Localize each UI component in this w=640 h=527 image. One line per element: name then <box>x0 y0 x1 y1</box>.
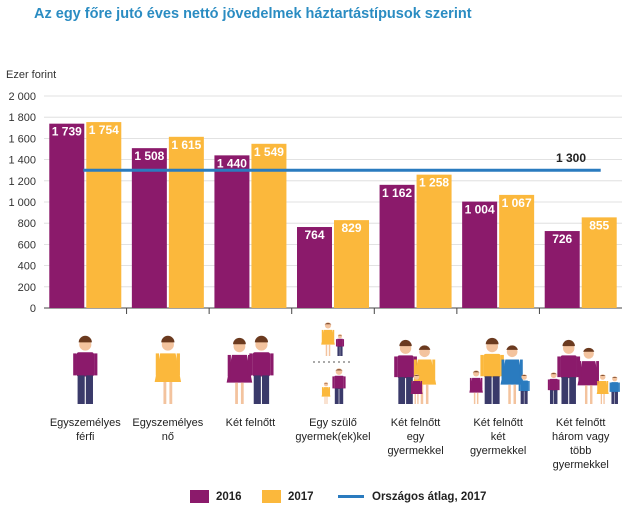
category-label-line: Egyszemélyes <box>132 417 204 429</box>
bar-2017 <box>416 174 452 308</box>
y-tick-label: 1 200 <box>8 176 36 188</box>
bar-2016 <box>49 123 85 308</box>
y-tick-label: 2 000 <box>8 91 36 103</box>
bar-2016 <box>379 184 415 308</box>
category-label: Két felnőtt három vagy több gyermekkel <box>543 416 619 472</box>
bar-2016 <box>297 227 332 308</box>
bar-chart: 0 200 400 600 800 1 000 1 200 1 400 1 600 1 800 2 … <box>8 91 622 404</box>
family-one-child-icon <box>394 339 437 404</box>
bar-2016 <box>544 231 580 308</box>
bar-2017 <box>581 217 617 308</box>
data-label-2016: 764 <box>304 228 324 242</box>
category-label-line: két <box>490 431 506 443</box>
legend-swatch-2017 <box>262 490 281 503</box>
category-label-line: Két felnőtt <box>473 417 523 429</box>
bar-2016 <box>462 201 498 308</box>
y-tick-label: 1 600 <box>8 133 36 145</box>
woman-icon <box>154 335 182 404</box>
category-label-line: több <box>569 445 592 457</box>
chart-title: Az egy főre jutó éves nettó jövedelmek h… <box>34 6 472 22</box>
category-label-line: nő <box>161 431 174 443</box>
category-label-line: férfi <box>76 431 95 443</box>
data-label-2017: 1 258 <box>419 176 449 190</box>
data-label-2016: 1 440 <box>217 156 247 170</box>
y-tick-label: 1 000 <box>8 197 36 209</box>
category-label: Egyszemélyes férfi <box>47 416 123 444</box>
legend-label-2017: 2017 <box>288 491 314 503</box>
data-label-2017: 829 <box>341 221 361 235</box>
category-label: Két felnőtt egy gyermekkel <box>378 416 454 458</box>
y-tick-label: 1 800 <box>8 112 36 124</box>
data-label-2017: 1 067 <box>502 196 532 210</box>
category-label-line: gyermek(ek)kel <box>295 431 371 443</box>
y-tick-label: 1 400 <box>8 155 36 167</box>
y-tick-label: 200 <box>18 282 36 294</box>
category-label-line: Két felnőtt <box>225 417 276 429</box>
data-label-2016: 1 162 <box>382 186 412 200</box>
family-two-children-icon <box>469 337 530 404</box>
bar-2016 <box>214 155 250 308</box>
bar-2016 <box>131 148 167 308</box>
data-label-2016: 1 739 <box>52 125 82 139</box>
data-label-2017: 1 549 <box>254 145 284 159</box>
legend-label-2016: 2016 <box>216 491 242 503</box>
category-label-line: Egy szülő <box>309 417 357 429</box>
data-label-2017: 1 754 <box>89 123 119 137</box>
legend-label-average: Országos átlag, 2017 <box>372 491 487 503</box>
bar-2017 <box>334 220 369 308</box>
couple-icon <box>226 335 274 404</box>
data-label-2017: 855 <box>589 218 609 232</box>
family-three-children-icon <box>547 339 620 404</box>
y-axis-label: Ezer forint <box>6 69 57 81</box>
category-label-line: Két felnőtt <box>390 417 441 429</box>
category-label-line: Két felnőtt <box>555 417 606 429</box>
category-label: Két felnőtt <box>212 416 288 430</box>
category-label: Két felnőtt két gyermekkel <box>460 416 536 458</box>
category-label: Egyszemélyes nő <box>130 416 206 444</box>
legend-swatch-average <box>338 495 364 498</box>
category-label-line: gyermekkel <box>470 445 527 457</box>
legend-swatch-2016 <box>190 490 209 503</box>
category-label-line: gyermekkel <box>552 459 609 471</box>
category-label-line: Egyszemélyes <box>49 417 121 429</box>
y-tick-label: 400 <box>18 261 36 273</box>
category-label-line: gyermekkel <box>387 445 444 457</box>
data-label-2016: 1 004 <box>465 203 495 217</box>
bar-2017 <box>499 194 535 308</box>
category-label-line: egy <box>406 431 425 443</box>
category-label-line: három vagy <box>551 431 610 443</box>
data-label-2016: 726 <box>552 232 572 246</box>
y-tick-label: 800 <box>18 218 36 230</box>
category-label: Egy szülő gyermek(ek)kel <box>295 416 371 444</box>
data-label-2016: 1 508 <box>134 149 164 163</box>
data-label-2017: 1 615 <box>171 138 201 152</box>
average-value-label: 1 300 <box>556 151 586 165</box>
man-icon <box>73 335 98 404</box>
y-tick-label: 0 <box>30 303 36 315</box>
bar-2017 <box>251 143 287 308</box>
y-tick-label: 600 <box>18 239 36 251</box>
bar-2017 <box>168 136 204 308</box>
single-parent-icon <box>313 322 353 404</box>
bar-2017 <box>86 122 122 309</box>
